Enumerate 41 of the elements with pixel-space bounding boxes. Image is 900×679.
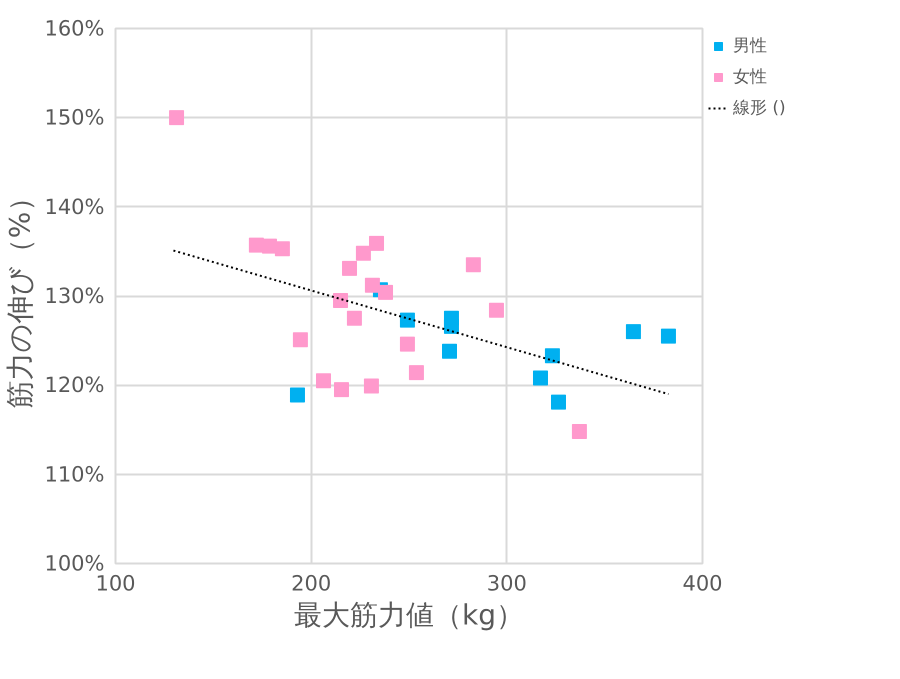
y-tick-label: 160% bbox=[44, 16, 105, 40]
x-tick-label: 400 bbox=[682, 572, 723, 596]
point bbox=[532, 370, 548, 386]
x-tick-label: 300 bbox=[486, 572, 527, 596]
point bbox=[274, 241, 290, 256]
legend-label: 女性 bbox=[733, 66, 767, 88]
point bbox=[333, 292, 348, 308]
legend-label: 線形 () bbox=[733, 97, 786, 119]
point bbox=[364, 378, 379, 394]
point bbox=[364, 278, 380, 293]
point bbox=[378, 284, 394, 300]
point bbox=[572, 424, 587, 440]
y-tick-label: 150% bbox=[44, 106, 105, 130]
point bbox=[342, 260, 358, 276]
y-tick-label: 130% bbox=[44, 284, 105, 308]
point bbox=[544, 348, 560, 364]
point bbox=[334, 382, 349, 398]
legend-label: 男性 bbox=[733, 35, 767, 57]
point bbox=[316, 373, 331, 388]
point bbox=[369, 236, 384, 251]
point bbox=[466, 257, 481, 272]
point bbox=[292, 332, 308, 348]
point bbox=[488, 302, 504, 318]
x-axis-title: 最大筋力値（kg） bbox=[294, 598, 524, 632]
point bbox=[626, 324, 641, 340]
y-tick-label: 120% bbox=[44, 373, 105, 398]
y-axis-title: 筋力の伸び（%） bbox=[3, 184, 36, 408]
point bbox=[400, 336, 415, 352]
point bbox=[400, 312, 415, 328]
point bbox=[346, 310, 362, 326]
point bbox=[442, 344, 458, 359]
point bbox=[660, 328, 676, 344]
point bbox=[290, 387, 305, 402]
x-tick-label: 200 bbox=[291, 572, 332, 596]
point bbox=[169, 110, 184, 126]
y-tick-label: 140% bbox=[44, 194, 105, 219]
point bbox=[550, 394, 566, 410]
point bbox=[444, 318, 459, 334]
y-tick-label: 110% bbox=[44, 462, 105, 486]
point bbox=[408, 365, 424, 380]
point bbox=[356, 246, 371, 261]
